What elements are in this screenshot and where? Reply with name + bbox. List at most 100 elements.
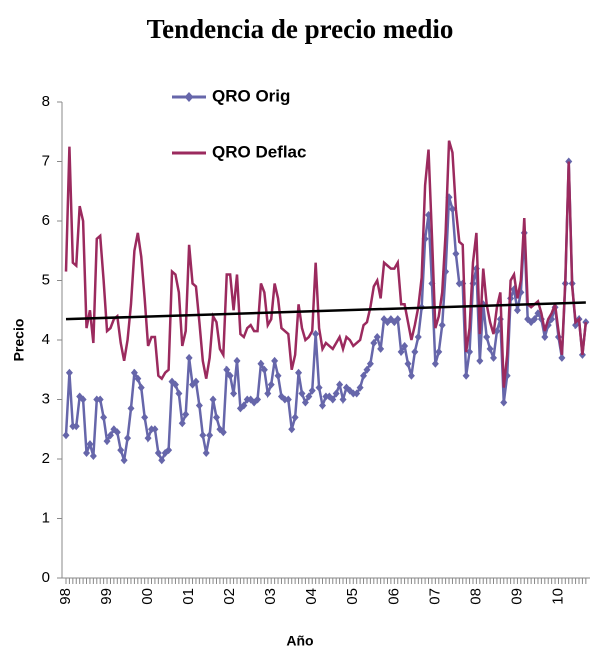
point-marker: [175, 389, 183, 398]
point-marker: [260, 365, 268, 374]
point-marker: [370, 338, 378, 347]
point-marker: [486, 344, 494, 353]
point-marker: [291, 413, 299, 422]
point-marker: [466, 347, 474, 356]
point-marker: [407, 371, 415, 380]
point-marker: [401, 341, 409, 350]
point-marker: [185, 353, 193, 362]
point-marker: [558, 353, 566, 362]
x-axis-label: Año: [286, 633, 313, 649]
x-tick-label: 08: [467, 588, 484, 605]
point-marker: [120, 456, 128, 465]
point-marker: [226, 371, 234, 380]
point-marker: [339, 395, 347, 404]
point-marker: [151, 425, 159, 434]
y-axis-label: Precio: [11, 319, 27, 362]
point-marker: [62, 431, 70, 440]
point-marker: [301, 398, 309, 407]
point-marker: [366, 359, 374, 368]
point-marker: [96, 395, 104, 404]
x-tick-label: 09: [508, 588, 525, 605]
point-marker: [113, 428, 121, 437]
point-marker: [411, 347, 419, 356]
point-marker: [298, 389, 306, 398]
x-tick-label: 07: [426, 588, 443, 605]
y-tick-label: 6: [42, 212, 50, 229]
point-marker: [154, 449, 162, 458]
point-marker: [233, 356, 241, 365]
point-marker: [83, 449, 91, 458]
point-marker: [89, 452, 97, 461]
x-tick-label: 00: [139, 588, 156, 605]
point-marker: [319, 401, 326, 410]
point-marker: [165, 446, 173, 455]
y-tick-label: 5: [42, 271, 50, 288]
point-marker: [531, 315, 539, 324]
point-marker: [124, 434, 132, 443]
point-marker: [199, 431, 207, 440]
point-marker: [130, 368, 138, 377]
point-marker: [476, 356, 484, 365]
x-tick-label: 04: [303, 588, 320, 605]
point-marker: [79, 395, 87, 404]
x-tick-label: 06: [385, 588, 402, 605]
point-marker: [404, 359, 412, 368]
point-marker: [219, 428, 227, 437]
y-tick-label: 7: [42, 152, 50, 169]
y-tick-label: 8: [42, 93, 50, 110]
point-marker: [394, 315, 402, 324]
point-marker: [202, 449, 210, 458]
point-marker: [295, 368, 303, 377]
legend-label: QRO Orig: [212, 86, 290, 105]
point-marker: [72, 422, 80, 431]
point-marker: [257, 359, 265, 368]
point-marker: [373, 333, 381, 342]
point-marker: [254, 395, 262, 404]
point-marker: [223, 365, 231, 374]
point-marker: [438, 321, 446, 330]
trend-line: [65, 301, 586, 321]
point-marker: [274, 371, 282, 380]
series-line: [64, 140, 588, 388]
point-marker: [264, 389, 272, 398]
point-marker: [182, 410, 190, 419]
point-marker: [452, 249, 460, 258]
point-marker: [137, 383, 145, 392]
point-marker: [353, 389, 361, 398]
x-tick-label: 02: [221, 588, 238, 605]
x-tick-label: 01: [180, 588, 197, 605]
y-tick-label: 1: [42, 509, 50, 526]
point-marker: [377, 344, 385, 353]
point-marker: [212, 413, 220, 422]
chart-title: Tendencia de precio medio: [147, 14, 454, 44]
point-marker: [158, 456, 166, 465]
x-tick-label: 99: [98, 588, 115, 605]
x-tick-label: 98: [57, 588, 74, 605]
point-marker: [500, 398, 508, 407]
legend-marker: [184, 92, 194, 102]
point-marker: [513, 306, 521, 315]
point-marker: [127, 404, 135, 413]
point-marker: [100, 413, 108, 422]
point-marker: [103, 437, 111, 446]
point-marker: [117, 446, 125, 455]
point-marker: [397, 347, 405, 356]
point-marker: [171, 380, 179, 389]
point-marker: [134, 374, 142, 383]
point-marker: [360, 371, 368, 380]
point-marker: [572, 321, 580, 330]
point-marker: [178, 419, 186, 428]
point-marker: [329, 395, 337, 404]
point-marker: [240, 401, 248, 410]
point-marker: [65, 368, 73, 377]
point-marker: [284, 395, 292, 404]
point-marker: [144, 434, 152, 443]
legend-label: QRO Deflac: [212, 142, 306, 161]
point-marker: [448, 205, 456, 214]
y-tick-label: 3: [42, 390, 50, 407]
point-marker: [490, 353, 497, 362]
point-marker: [230, 389, 238, 398]
point-marker: [363, 365, 371, 374]
point-marker: [308, 386, 316, 395]
